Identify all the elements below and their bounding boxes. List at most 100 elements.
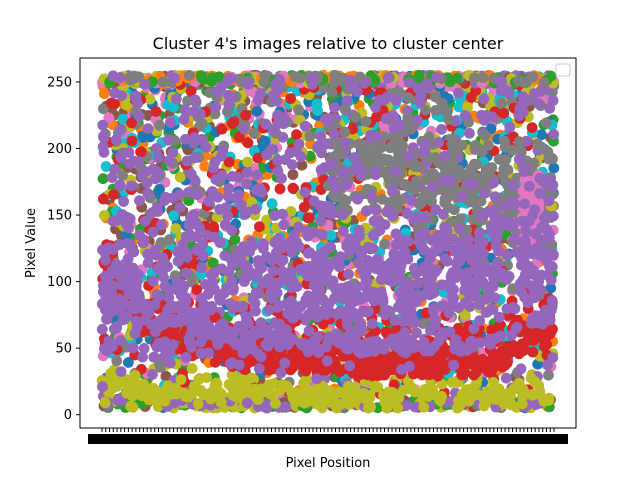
data-point — [511, 344, 523, 356]
data-point — [153, 387, 165, 399]
data-point — [183, 219, 195, 231]
data-point — [460, 276, 471, 288]
data-point — [186, 363, 198, 374]
data-point — [140, 301, 152, 313]
data-point — [233, 359, 245, 371]
data-point — [329, 102, 340, 113]
scatter-points — [96, 69, 560, 414]
data-point — [183, 186, 195, 198]
data-point — [267, 278, 278, 289]
data-point — [419, 212, 431, 224]
data-point — [170, 223, 182, 234]
data-point — [250, 305, 261, 317]
data-point — [407, 142, 419, 154]
data-point — [216, 123, 228, 135]
data-point — [98, 103, 109, 115]
data-point — [334, 366, 346, 378]
data-point — [272, 155, 284, 166]
data-point — [415, 197, 427, 209]
data-point — [431, 72, 442, 83]
data-point — [466, 390, 478, 402]
data-point — [303, 325, 315, 337]
data-point — [189, 176, 201, 187]
data-point — [241, 271, 253, 283]
data-point — [448, 293, 460, 304]
data-point — [225, 72, 237, 84]
data-point — [111, 321, 122, 332]
data-point — [428, 168, 439, 180]
data-point — [199, 160, 211, 172]
data-point — [126, 180, 137, 192]
data-point — [493, 311, 505, 323]
data-point — [285, 206, 297, 217]
data-point — [97, 119, 109, 131]
data-point — [175, 374, 187, 385]
data-point — [235, 251, 247, 263]
data-point — [423, 274, 435, 285]
data-point — [367, 318, 378, 329]
data-point — [424, 253, 436, 265]
data-point — [326, 277, 338, 289]
data-point — [338, 225, 349, 237]
data-point — [252, 152, 264, 164]
data-point — [418, 138, 430, 150]
data-point — [513, 110, 525, 122]
data-point — [362, 148, 374, 160]
data-point — [477, 72, 489, 84]
data-point — [315, 215, 327, 227]
data-point — [382, 72, 394, 84]
data-point — [152, 206, 164, 217]
data-point — [516, 236, 528, 248]
data-point — [180, 352, 192, 363]
data-point — [402, 383, 414, 395]
data-point — [397, 304, 409, 316]
data-point — [527, 210, 539, 221]
data-point — [285, 266, 297, 278]
data-point — [427, 181, 438, 193]
data-point — [223, 183, 235, 194]
data-point — [205, 393, 217, 405]
data-point — [340, 195, 352, 207]
data-point — [447, 134, 459, 146]
data-point — [255, 351, 267, 363]
data-point — [430, 105, 442, 116]
data-point — [439, 150, 451, 162]
data-point — [485, 303, 497, 315]
data-point — [479, 187, 491, 199]
data-point — [134, 195, 145, 207]
data-point — [452, 322, 464, 334]
data-point — [344, 300, 356, 312]
data-point — [397, 140, 408, 152]
data-point — [226, 171, 238, 182]
data-point — [475, 337, 486, 349]
data-point — [413, 69, 425, 81]
data-point — [311, 373, 323, 385]
data-point — [509, 303, 521, 315]
data-point — [508, 196, 519, 208]
data-point — [334, 260, 345, 272]
data-point — [538, 341, 550, 352]
data-point — [308, 226, 320, 238]
data-point — [268, 265, 279, 277]
data-point — [516, 215, 528, 227]
data-point — [98, 146, 110, 158]
data-point — [252, 255, 264, 266]
data-point — [111, 355, 123, 367]
data-point — [341, 95, 353, 107]
data-point — [275, 367, 287, 379]
data-point — [261, 214, 272, 226]
data-point — [241, 178, 253, 190]
data-point — [295, 263, 306, 275]
data-point — [320, 341, 332, 353]
data-point — [208, 162, 219, 174]
data-point — [403, 118, 414, 130]
data-point — [139, 215, 151, 227]
data-point — [497, 267, 508, 279]
data-point — [169, 72, 181, 84]
data-point — [212, 385, 224, 397]
data-point — [368, 295, 380, 307]
data-point — [462, 101, 473, 113]
data-point — [109, 87, 120, 99]
data-point — [188, 137, 199, 149]
data-point — [373, 215, 385, 227]
